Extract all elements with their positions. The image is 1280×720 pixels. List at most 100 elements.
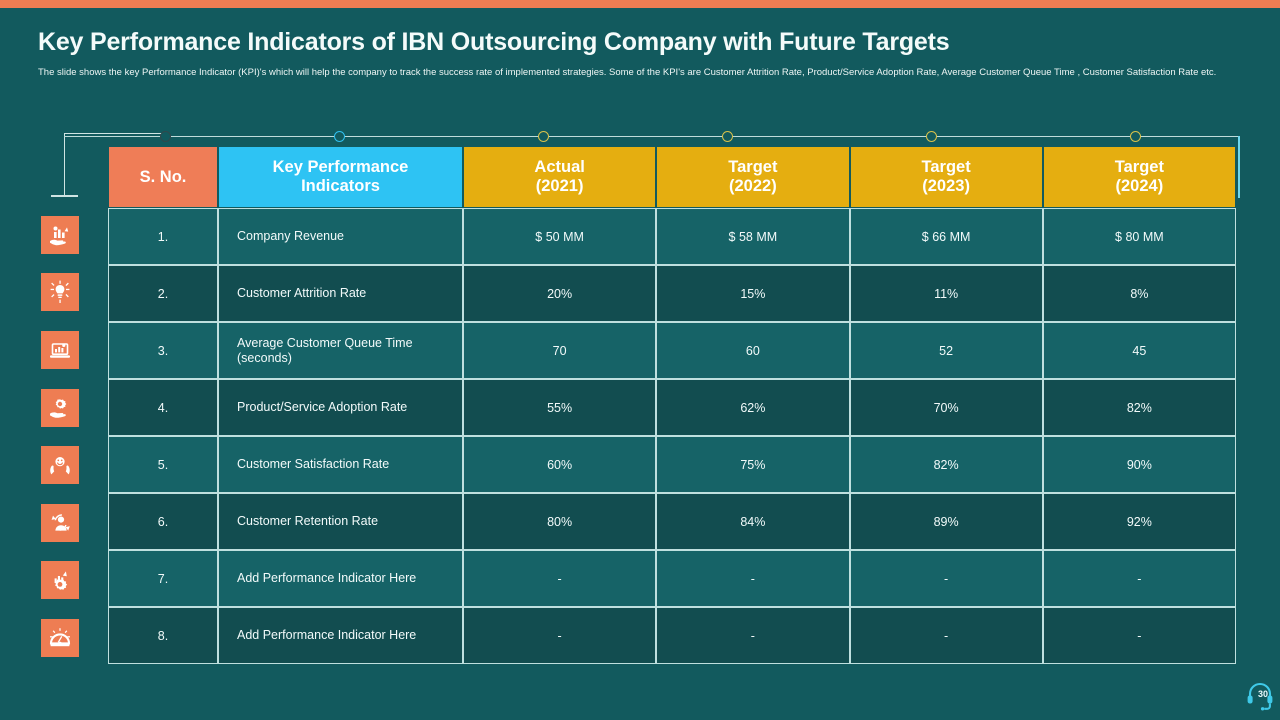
table-row: 3. Average Customer Queue Time (seconds)… — [108, 322, 1236, 379]
kpi-table: S. No. Key Performance Indicators Actual… — [108, 146, 1236, 664]
header-target-2022: Target (2022) — [656, 146, 850, 208]
laptop-analytics-icon — [41, 331, 79, 369]
header-target-2022-line1: Target — [728, 158, 778, 176]
header-target-2022-line2: (2022) — [729, 177, 777, 195]
rail-node-target-2023 — [926, 131, 937, 142]
row-target-2024: 82% — [1042, 379, 1236, 436]
row-target-2024: 92% — [1042, 493, 1236, 550]
row-serial: 4. — [108, 379, 218, 436]
row-target-2022: $ 58 MM — [656, 208, 850, 265]
row-target-2024: $ 80 MM — [1042, 208, 1236, 265]
row-actual-2021: 20% — [463, 265, 657, 322]
header-actual-2021-line1: Actual — [534, 158, 585, 176]
header-target-2024-line2: (2024) — [1115, 177, 1164, 195]
rail-node-serial — [160, 131, 171, 142]
row-target-2023: 89% — [849, 493, 1043, 550]
table-row: 8. Add Performance Indicator Here - - - … — [108, 607, 1236, 664]
hand-gear-service-icon — [41, 389, 79, 427]
header-kpi-line2: Indicators — [301, 177, 380, 195]
table-row: 4. Product/Service Adoption Rate 55% 62%… — [108, 379, 1236, 436]
row-target-2022: - — [656, 550, 850, 607]
rail-node-actual-2021 — [538, 131, 549, 142]
gear-bar-chart-icon — [41, 561, 79, 599]
row-serial: 6. — [108, 493, 218, 550]
row-serial: 2. — [108, 265, 218, 322]
header-target-2024-line1: Target — [1114, 158, 1164, 176]
row-kpi: Add Performance Indicator Here — [218, 550, 463, 607]
row-kpi: Customer Attrition Rate — [218, 265, 463, 322]
row-target-2023: 11% — [849, 265, 1043, 322]
header-target-2023-line1: Target — [921, 158, 971, 176]
row-actual-2021: 80% — [463, 493, 657, 550]
row-serial: 8. — [108, 607, 218, 664]
lightbulb-idea-icon — [41, 273, 79, 311]
row-serial: 3. — [108, 322, 218, 379]
header-target-2023-line2: (2023) — [922, 177, 970, 195]
row-target-2023: - — [849, 550, 1043, 607]
right-accent-line — [1238, 136, 1240, 198]
row-serial: 1. — [108, 208, 218, 265]
row-serial: 7. — [108, 550, 218, 607]
table-row: 5. Customer Satisfaction Rate 60% 75% 82… — [108, 436, 1236, 493]
header-kpi: Key Performance Indicators — [218, 146, 463, 208]
row-kpi: Company Revenue — [218, 208, 463, 265]
header-target-2023: Target (2023) — [849, 146, 1043, 208]
speedometer-gauge-icon — [41, 619, 79, 657]
row-target-2022: 75% — [656, 436, 850, 493]
row-target-2024: - — [1042, 550, 1236, 607]
page-subtitle: The slide shows the key Performance Indi… — [38, 67, 1217, 78]
header-kpi-line1: Key Performance — [272, 158, 409, 176]
row-actual-2021: 60% — [463, 436, 657, 493]
row-target-2023: - — [849, 607, 1043, 664]
bracket-vertical — [64, 133, 65, 196]
revenue-growth-hand-icon — [41, 216, 79, 254]
row-target-2023: 82% — [849, 436, 1043, 493]
row-actual-2021: - — [463, 607, 657, 664]
row-target-2022: 62% — [656, 379, 850, 436]
row-serial: 5. — [108, 436, 218, 493]
row-target-2022: 15% — [656, 265, 850, 322]
rail-node-target-2022 — [722, 131, 733, 142]
row-target-2023: $ 66 MM — [849, 208, 1043, 265]
row-actual-2021: 70 — [463, 322, 657, 379]
row-actual-2021: $ 50 MM — [463, 208, 657, 265]
row-target-2024: 45 — [1042, 322, 1236, 379]
customer-retention-person-icon — [41, 504, 79, 542]
row-target-2022: 84% — [656, 493, 850, 550]
row-target-2023: 70% — [849, 379, 1043, 436]
connector-rail — [64, 136, 1240, 137]
row-kpi: Add Performance Indicator Here — [218, 607, 463, 664]
row-kpi: Customer Satisfaction Rate — [218, 436, 463, 493]
row-target-2024: - — [1042, 607, 1236, 664]
row-actual-2021: 55% — [463, 379, 657, 436]
header-serial-label: S. No. — [139, 167, 187, 186]
row-target-2024: 8% — [1042, 265, 1236, 322]
header-target-2024: Target (2024) — [1042, 146, 1236, 208]
row-target-2024: 90% — [1042, 436, 1236, 493]
row-kpi: Product/Service Adoption Rate — [218, 379, 463, 436]
bracket-foot — [51, 195, 78, 197]
table-row: 1. Company Revenue $ 50 MM $ 58 MM $ 66 … — [108, 208, 1236, 265]
table-row: 6. Customer Retention Rate 80% 84% 89% 9… — [108, 493, 1236, 550]
bracket-horizontal — [64, 133, 168, 134]
customer-satisfaction-smiley-icon — [41, 446, 79, 484]
header-actual-2021: Actual (2021) — [463, 146, 657, 208]
rail-node-target-2024 — [1130, 131, 1141, 142]
page-title: Key Performance Indicators of IBN Outsou… — [38, 28, 950, 56]
table-header-row: S. No. Key Performance Indicators Actual… — [108, 146, 1236, 208]
row-kpi: Average Customer Queue Time (seconds) — [218, 322, 463, 379]
table-row: 7. Add Performance Indicator Here - - - … — [108, 550, 1236, 607]
row-target-2023: 52 — [849, 322, 1043, 379]
page-number-badge: 30 — [1243, 678, 1277, 712]
row-target-2022: - — [656, 607, 850, 664]
header-serial: S. No. — [108, 146, 218, 208]
row-target-2022: 60 — [656, 322, 850, 379]
top-accent-bar — [0, 0, 1280, 8]
row-kpi: Customer Retention Rate — [218, 493, 463, 550]
page-number: 30 — [1258, 689, 1269, 699]
row-actual-2021: - — [463, 550, 657, 607]
rail-node-kpi — [334, 131, 345, 142]
header-actual-2021-line2: (2021) — [535, 177, 584, 195]
table-row: 2. Customer Attrition Rate 20% 15% 11% 8… — [108, 265, 1236, 322]
